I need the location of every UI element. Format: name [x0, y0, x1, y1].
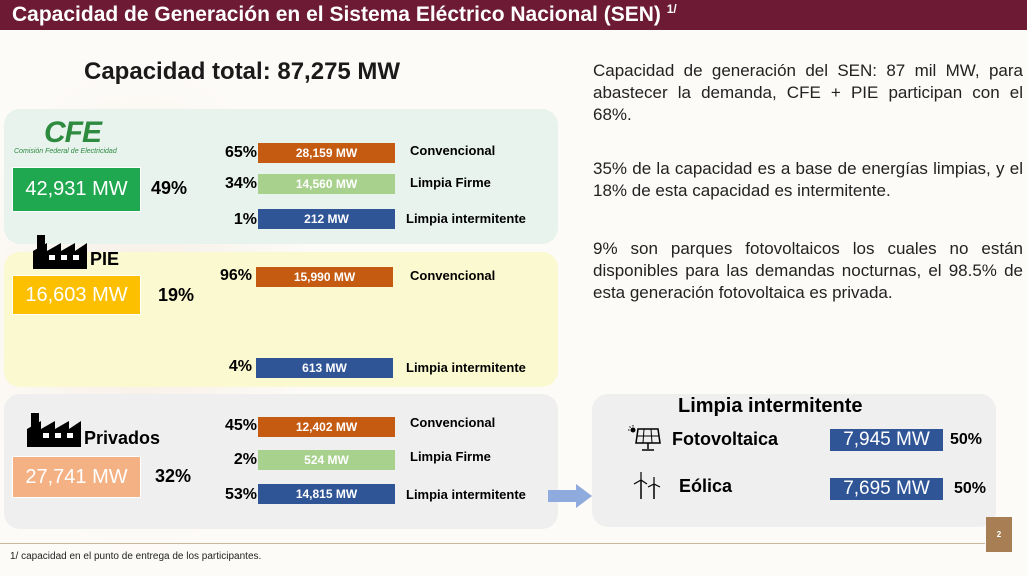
pie-convencional-bar: 15,990 MW [256, 267, 393, 287]
pie-row-label: Limpia intermitente [406, 360, 526, 375]
privados-row-label: Convencional [410, 415, 496, 430]
cfe-limpia-firme-bar: 14,560 MW [258, 174, 395, 194]
text-paragraph-2: 35% de la capacidad es a base de energía… [593, 159, 1023, 200]
cfe-logo: CFE Comisión Federal de Electricidad [14, 116, 144, 156]
arrow-right-icon [548, 484, 592, 508]
wind-turbine-icon [633, 472, 661, 499]
slide-header: Capacidad de Generación en el Sistema El… [0, 0, 1027, 30]
pie-name: PIE [90, 249, 120, 269]
total-capacity: Capacidad total: 87,275 MW [84, 58, 401, 85]
pie-pct: 19% [158, 285, 195, 305]
cfe-mw-box: 42,931 MW [12, 167, 141, 212]
text-paragraph-1: Capacidad de generación del SEN: 87 mil … [593, 61, 1023, 124]
privados-mw-box: 27,741 MW [12, 456, 141, 498]
privados-name: Privados [84, 428, 161, 448]
privados-row-label: Limpia Firme [410, 449, 491, 464]
solar-panel-icon [628, 425, 661, 451]
eolica-label: Eólica [679, 476, 733, 496]
privados-row-pct: 45% [224, 417, 257, 434]
fotovoltaica-label: Fotovoltaica [672, 429, 779, 449]
page-number: 2 [986, 517, 1012, 552]
text-paragraph-3: 9% son parques fotovoltaicos los cuales … [593, 239, 1023, 302]
fotovoltaica-pct: 50% [950, 431, 983, 448]
title-footnote-marker: 1/ [666, 2, 677, 16]
footnote: 1/ capacidad en el punto de entrega de l… [10, 551, 262, 562]
privados-row-label: Limpia intermitente [406, 487, 526, 502]
cfe-row-label: Convencional [410, 143, 496, 158]
cfe-logo-text: CFE [44, 116, 102, 149]
privados-pct: 32% [155, 466, 192, 486]
eolica-pct: 50% [954, 480, 987, 497]
cfe-limpia-intermitente-bar: 212 MW [258, 209, 395, 229]
footer-divider [0, 543, 985, 544]
limpia-intermitente-title: Limpia intermitente [678, 395, 863, 417]
slide-title: Capacidad de Generación en el Sistema El… [12, 2, 677, 26]
cfe-convencional-bar: 28,159 MW [258, 143, 395, 163]
cfe-row-pct: 65% [224, 144, 257, 161]
cfe-row-label: Limpia Firme [410, 175, 491, 190]
cfe-pct: 49% [151, 178, 188, 198]
cfe-logo-subtitle: Comisión Federal de Electricidad [14, 148, 117, 155]
cfe-row-pct: 1% [233, 211, 257, 228]
factory-icon [27, 413, 81, 447]
cfe-row-label: Limpia intermitente [406, 211, 526, 226]
pie-row-pct: 4% [228, 358, 252, 375]
privados-limpia-intermitente-bar: 14,815 MW [258, 484, 395, 504]
pie-mw-box: 16,603 MW [12, 275, 141, 315]
privados-convencional-bar: 12,402 MW [258, 417, 395, 437]
cfe-row-pct: 34% [224, 175, 257, 192]
fotovoltaica-mw-box: 7,945 MW [830, 429, 943, 451]
factory-icon [33, 235, 87, 269]
pie-row-pct: 96% [219, 267, 252, 284]
privados-limpia-firme-bar: 524 MW [258, 450, 395, 470]
pie-limpia-intermitente-bar: 613 MW [256, 358, 393, 378]
privados-row-pct: 53% [224, 486, 257, 503]
privados-row-pct: 2% [233, 451, 257, 468]
pie-row-label: Convencional [410, 268, 496, 283]
limpia-intermitente-panel [592, 394, 996, 527]
eolica-mw-box: 7,695 MW [830, 478, 943, 500]
